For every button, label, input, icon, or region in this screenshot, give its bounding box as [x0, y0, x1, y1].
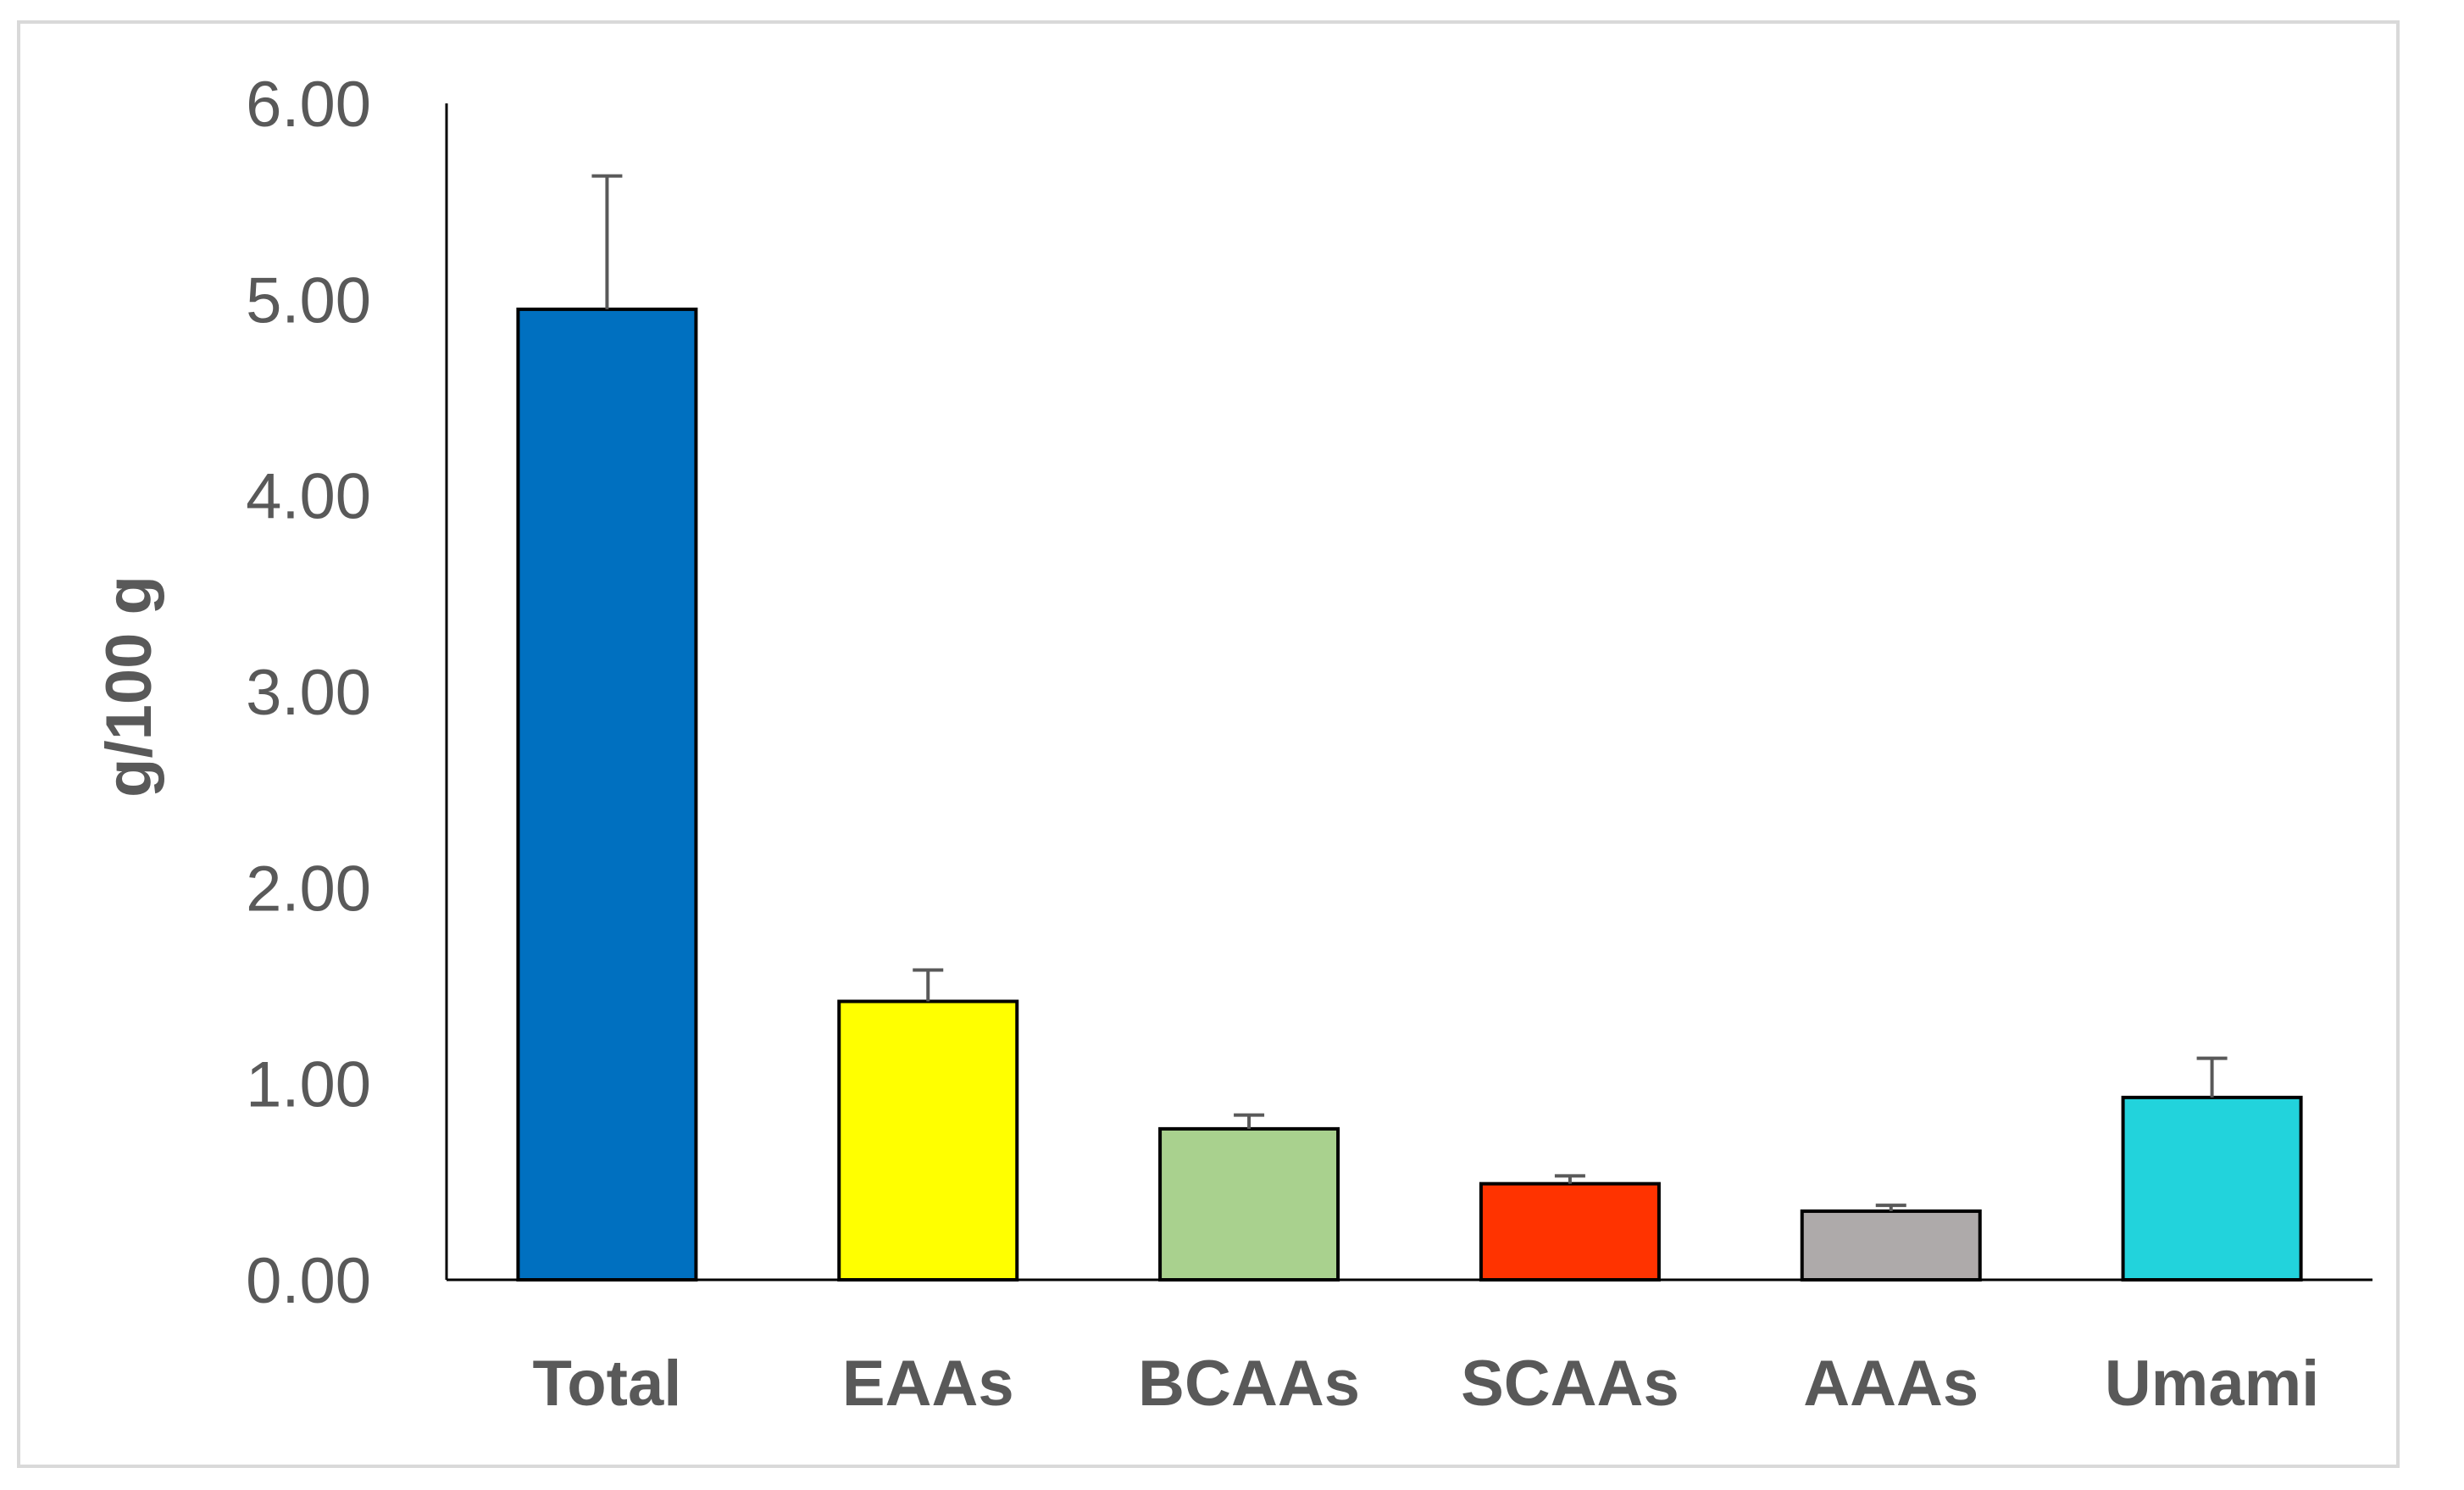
- y-tick-label: 2.00: [246, 853, 371, 925]
- bar-eaas: [837, 999, 1019, 1282]
- x-label-scaas: SCAAs: [1461, 1348, 1679, 1420]
- x-category-labels: Total EAAs BCAAs SCAAs AAAs Umami: [532, 1348, 2319, 1420]
- error-bar-total: [591, 174, 623, 309]
- axes-layer: [445, 103, 2372, 1282]
- y-axis-title: g/100 g: [93, 575, 165, 798]
- x-label-total: Total: [532, 1348, 681, 1420]
- x-label-bcaas: BCAAs: [1138, 1348, 1360, 1420]
- y-tick-labels: 0.00 1.00 2.00 3.00 4.00 5.00 6.00: [246, 69, 371, 1317]
- bar-bcaas: [1158, 1126, 1340, 1282]
- bar-total: [516, 307, 698, 1282]
- x-label-umami: Umami: [2105, 1348, 2319, 1420]
- error-bar-eaas: [913, 968, 944, 1002]
- bar-aaas: [1800, 1209, 1982, 1282]
- bars-layer: [516, 307, 2303, 1282]
- y-tick-label: 3.00: [246, 657, 371, 729]
- x-label-eaas: EAAs: [842, 1348, 1014, 1420]
- bar-scaas: [1479, 1181, 1661, 1282]
- error-bars-layer: [591, 174, 2228, 1212]
- error-bar-scaas: [1554, 1174, 1585, 1184]
- y-tick-label: 0.00: [246, 1245, 371, 1317]
- error-bar-umami: [2196, 1056, 2228, 1098]
- x-label-aaas: AAAs: [1803, 1348, 1978, 1420]
- error-bar-bcaas: [1234, 1113, 1265, 1129]
- bar-umami: [2121, 1095, 2303, 1282]
- y-tick-label: 6.00: [246, 69, 371, 141]
- error-bar-aaas: [1875, 1204, 1906, 1212]
- y-tick-label: 1.00: [246, 1049, 371, 1121]
- y-tick-label: 4.00: [246, 461, 371, 533]
- y-tick-label: 5.00: [246, 264, 371, 336]
